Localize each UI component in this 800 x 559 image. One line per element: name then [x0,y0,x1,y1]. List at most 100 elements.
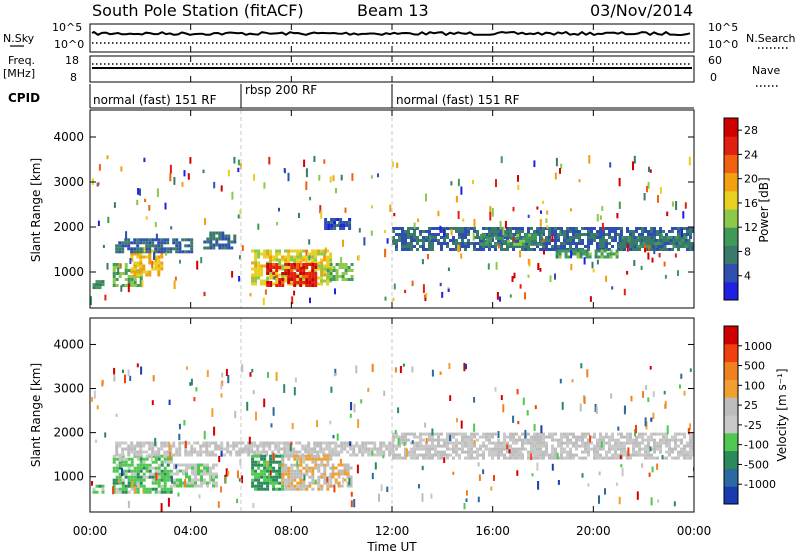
data-cell [266,487,270,491]
data-cell [461,242,464,245]
data-cell [635,444,638,448]
data-cell [614,233,617,236]
data-cell [579,249,583,253]
data-cell [464,245,467,248]
data-cell [611,245,614,248]
data-cell [443,453,446,457]
data-cell [554,447,557,451]
data-cell [284,272,288,275]
data-cell [434,239,437,242]
data-cell [317,475,321,479]
data-cell [572,453,575,457]
data-cell [410,239,413,242]
data-cell [112,284,116,287]
sparse-echo [353,403,356,413]
data-cell [536,456,539,460]
data-cell [142,255,146,259]
data-cell [226,450,230,454]
data-cell [272,478,276,482]
data-cell [160,241,164,245]
data-cell [536,432,539,436]
sparse-echo [382,455,385,459]
data-cell [458,230,461,233]
data-cell [251,279,255,283]
data-cell [293,457,297,461]
data-cell [173,463,176,467]
data-cell [115,487,119,491]
data-cell [251,478,255,482]
data-cell [662,441,665,445]
data-cell [644,453,647,457]
data-cell [127,469,131,473]
data-cell [323,472,327,476]
data-cell [317,484,321,488]
data-cell [133,250,137,254]
colorbar-segment [724,227,738,246]
data-cell [257,249,261,253]
data-cell [653,447,656,451]
sparse-echo [571,379,574,383]
data-cell [175,247,179,251]
data-cell [232,444,236,448]
data-cell [260,252,264,256]
data-cell [121,453,125,457]
data-cell [446,453,449,457]
data-cell [636,236,640,239]
data-cell [434,432,437,436]
sparse-echo [144,198,147,203]
data-cell [296,457,300,461]
data-cell [275,275,279,278]
data-cell [302,454,306,458]
sparse-echo [517,175,519,182]
data-cell [677,456,680,460]
data-cell [308,469,312,473]
data-cell [689,227,692,230]
data-cell [560,432,563,436]
data-cell [608,236,611,239]
data-cell [407,248,410,251]
data-cell [133,238,137,242]
sparse-echo [600,441,603,448]
data-cell [584,432,587,436]
data-cell [533,447,536,451]
data-cell [124,266,128,269]
data-cell [536,444,539,448]
data-cell [623,450,626,454]
data-cell [566,227,569,230]
data-cell [692,227,694,230]
data-cell [139,273,143,277]
data-cell [133,241,137,245]
data-cell [401,435,404,439]
data-cell [145,247,149,251]
data-cell [648,236,652,239]
data-cell [320,252,324,256]
data-cell [275,249,279,253]
sparse-echo [679,384,681,389]
sparse-echo [601,206,604,211]
data-cell [145,273,149,277]
sparse-echo [121,467,123,477]
sparse-echo [666,425,669,435]
data-cell [482,435,485,439]
data-cell [151,481,155,485]
data-cell [266,249,270,253]
data-cell [416,236,419,239]
colorbar-segment [724,397,738,416]
data-cell [160,252,164,256]
sparse-echo [93,390,96,399]
data-cell [636,239,640,242]
data-cell [410,441,413,445]
data-cell [314,255,318,259]
data-cell [169,472,173,476]
data-cell [275,255,279,259]
data-cell [290,249,294,253]
data-cell [166,457,170,461]
data-cell [542,245,545,248]
data-cell [545,441,548,445]
data-cell [437,450,440,454]
data-cell [686,444,689,448]
data-cell [494,444,497,448]
data-cell [626,438,629,442]
data-cell [272,266,276,269]
sparse-echo [160,503,163,512]
